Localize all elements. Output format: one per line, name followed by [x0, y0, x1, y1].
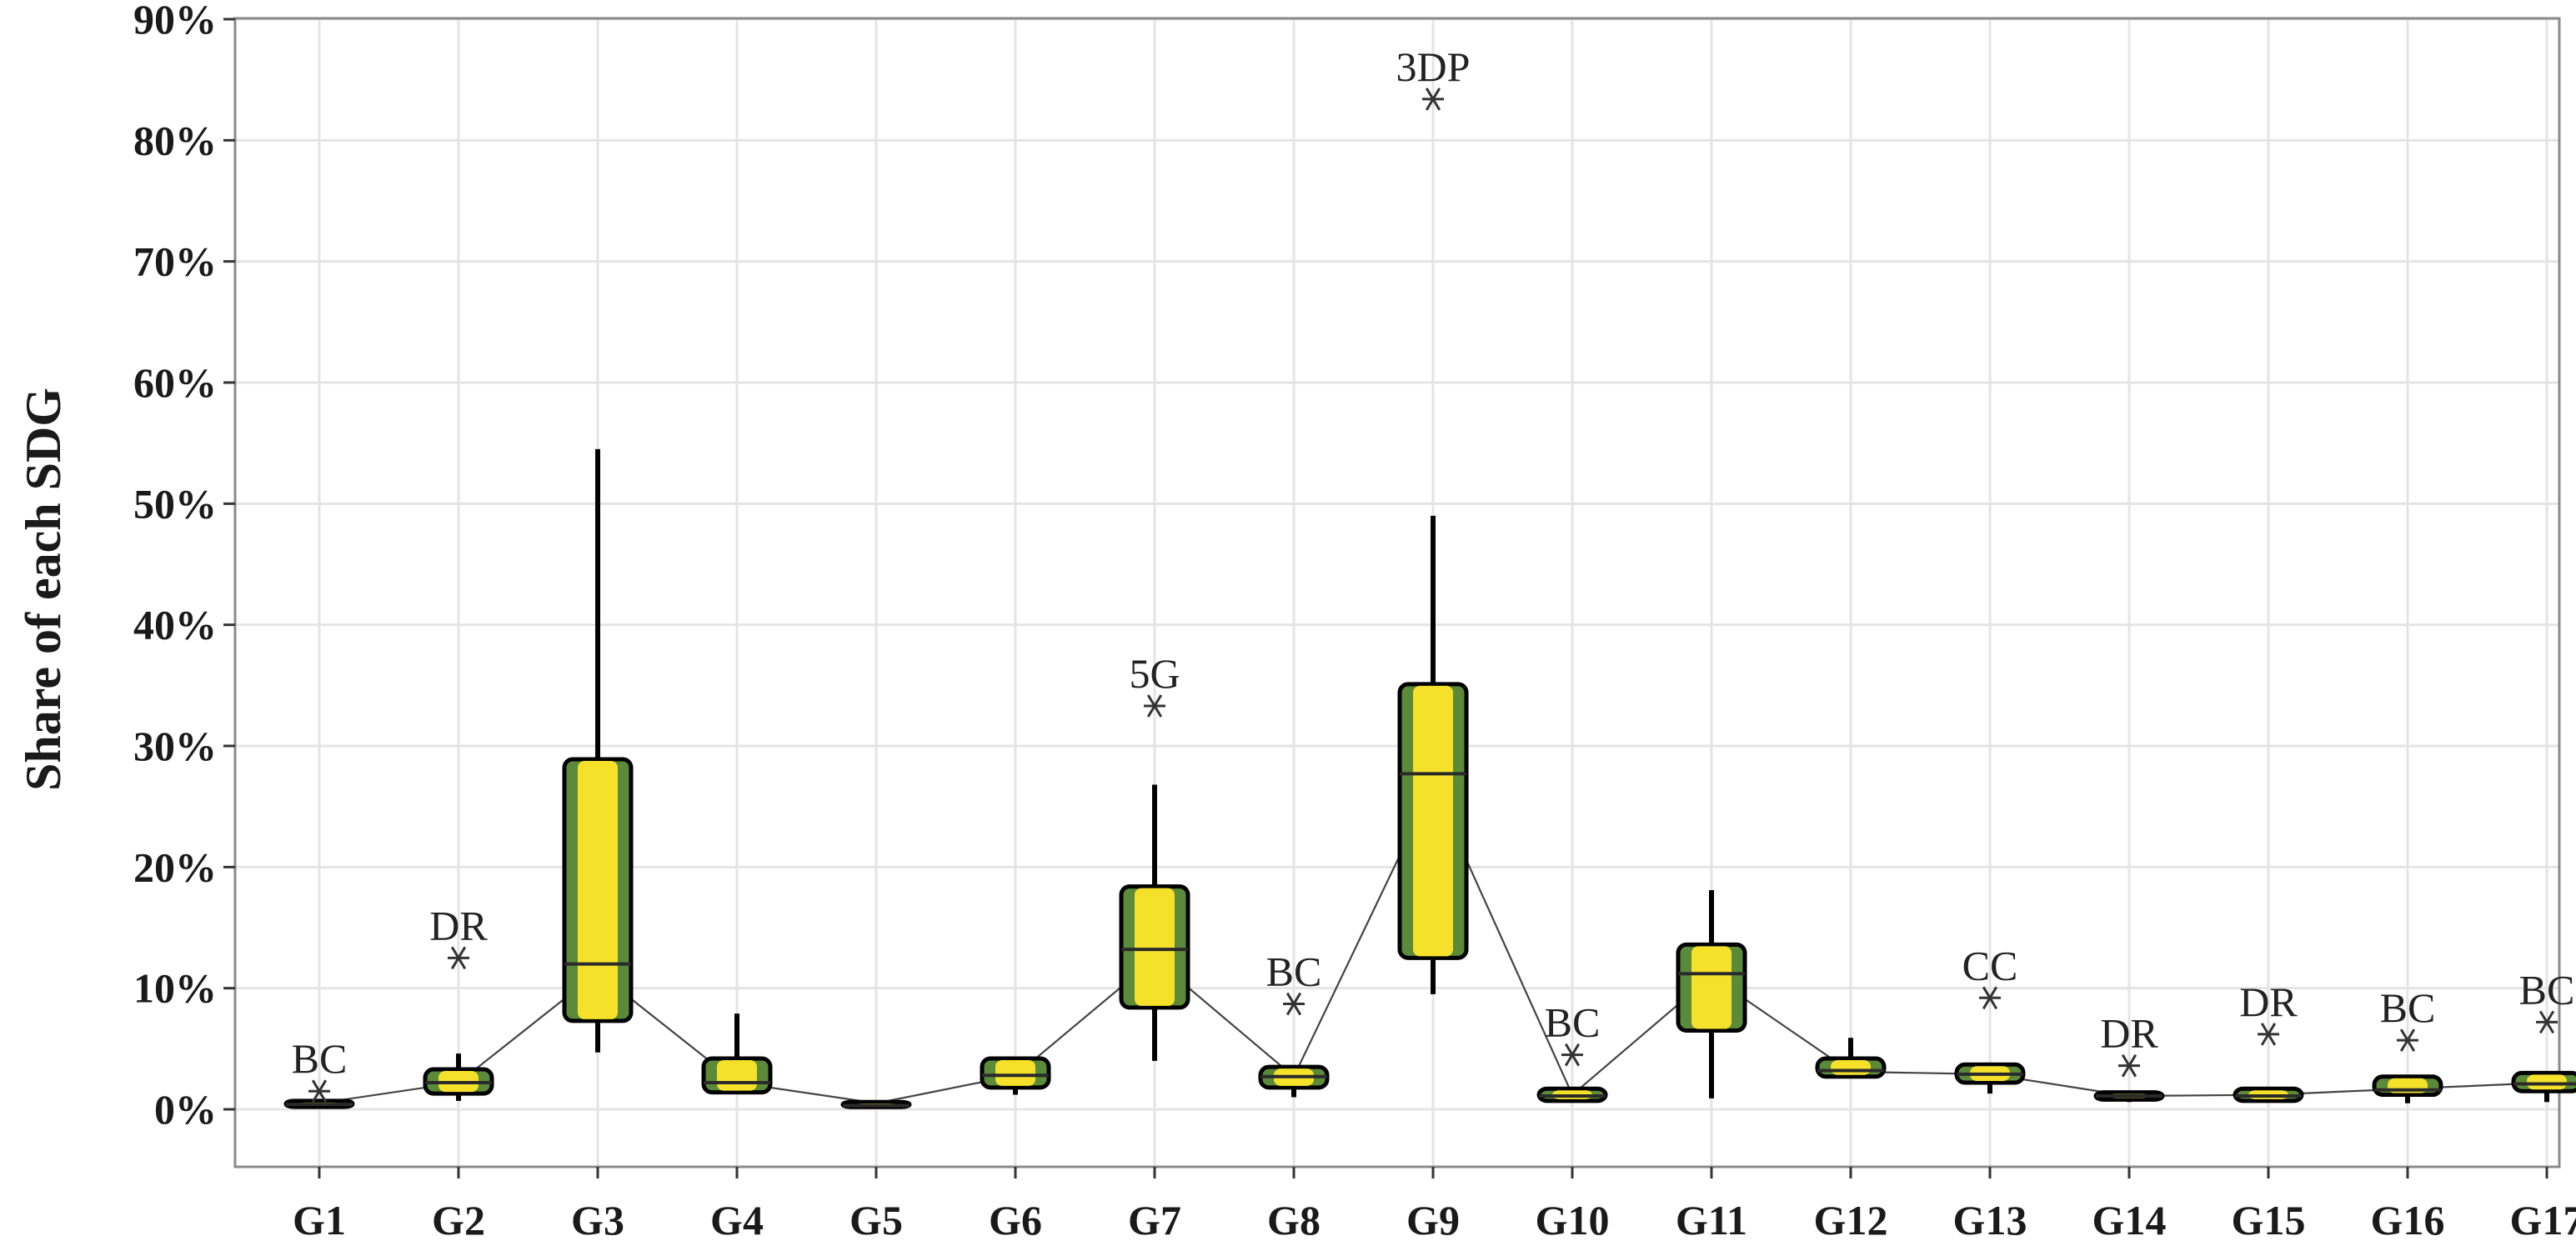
box-inner	[578, 760, 618, 1019]
outlier-label: 3DP	[1396, 43, 1471, 90]
y-tick-label: 40%	[133, 602, 217, 648]
outlier-point	[1144, 694, 1165, 718]
outlier-point	[2258, 1023, 2279, 1046]
x-tick-label: G3	[571, 1197, 624, 1243]
axis-layer: 0% 10% 20% 30% 40% 50% 60% 70% 80% 90% G1 G2 G3 G4 G5 G…	[133, 0, 2576, 1243]
y-tick-label: 90%	[133, 0, 217, 43]
plot-frame	[233, 17, 2561, 1168]
x-tick-label: G4	[710, 1197, 764, 1243]
y-tick-label: 80%	[133, 117, 217, 163]
x-tick-label: G7	[1128, 1197, 1181, 1243]
y-tick-label: 30%	[133, 723, 217, 769]
x-tick-label: G16	[2371, 1197, 2445, 1243]
outlier-point	[2536, 1010, 2558, 1034]
x-tick-label: G13	[1953, 1197, 2027, 1243]
x-tick-label: G11	[1676, 1197, 1747, 1243]
outlier-label: 5G	[1129, 650, 1180, 697]
x-tick-label: G6	[989, 1197, 1042, 1243]
box-inner	[717, 1059, 757, 1091]
x-tick-label: G15	[2232, 1197, 2306, 1243]
outlier-label: BC	[1545, 999, 1601, 1046]
outlier-point	[1979, 986, 2001, 1010]
outlier-point	[1283, 992, 1305, 1016]
y-tick-label: 60%	[133, 359, 217, 406]
y-axis-title: Share of each SDG	[16, 388, 71, 791]
outlier-point	[1422, 88, 1444, 111]
box-inner	[1413, 685, 1453, 957]
x-tick-label: G17	[2510, 1197, 2576, 1243]
y-tick-label: 20%	[133, 843, 217, 890]
outlier-label: BC	[1266, 948, 1322, 995]
box-inner	[995, 1059, 1035, 1086]
outlier-point	[2397, 1028, 2418, 1052]
y-tick-label: 70%	[133, 238, 217, 285]
outlier-label: BC	[2380, 984, 2436, 1031]
outlier-layer: BC DR 5G BC 3DP BC CC DR DR BC BC	[292, 43, 2575, 1103]
outlier-label: DR	[2239, 978, 2298, 1025]
x-tick-label: G12	[1814, 1197, 1888, 1243]
outlier-label: DR	[2100, 1010, 2158, 1057]
outlier-label: BC	[292, 1035, 348, 1082]
x-tick-label: G14	[2092, 1197, 2167, 1243]
y-tick-label: 0%	[154, 1086, 217, 1133]
box-inner	[1691, 946, 1732, 1029]
box-layer	[283, 448, 2576, 1109]
y-tick-label: 10%	[133, 965, 217, 1012]
box-inner	[1831, 1059, 1871, 1075]
outlier-point	[308, 1079, 330, 1103]
x-tick-label: G1	[293, 1197, 346, 1243]
outlier-point	[1561, 1043, 1583, 1067]
outlier-label: CC	[1962, 942, 2018, 988]
outlier-point	[448, 946, 469, 970]
outlier-label: DR	[429, 902, 488, 948]
y-tick-label: 50%	[133, 480, 217, 527]
outlier-point	[2118, 1053, 2140, 1078]
box-inner	[2527, 1074, 2567, 1090]
outlier-label: BC	[2519, 966, 2575, 1013]
x-tick-label: G8	[1267, 1197, 1321, 1243]
box-inner	[1135, 888, 1175, 1006]
x-tick-label: G10	[1536, 1197, 1610, 1243]
x-tick-label: G5	[849, 1197, 903, 1243]
x-tick-label: G2	[432, 1197, 485, 1243]
x-tick-label: G9	[1406, 1197, 1460, 1243]
